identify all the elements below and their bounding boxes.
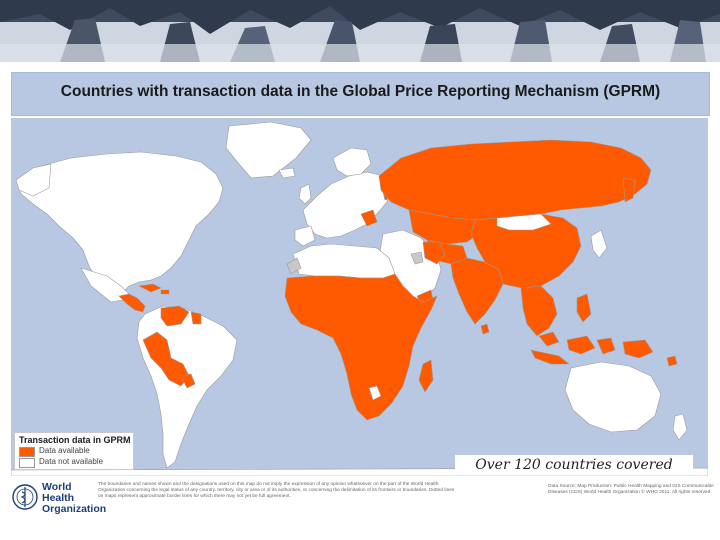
guyana (190, 311, 202, 325)
kamchatka (622, 177, 636, 203)
indonesia-3 (596, 337, 616, 355)
malaysia (538, 331, 560, 347)
legend-swatch-available (19, 447, 35, 457)
greenland (225, 121, 312, 179)
paraguay (180, 373, 196, 389)
indochina (520, 285, 558, 337)
madagascar (418, 359, 434, 393)
north-america (15, 151, 224, 297)
indonesia-2 (566, 335, 596, 355)
alaska (15, 163, 52, 197)
gray-region (410, 251, 424, 265)
mongolia (496, 213, 552, 231)
australia (564, 361, 662, 433)
iberia (294, 225, 316, 247)
who-emblem-icon (12, 484, 38, 510)
uk (298, 183, 312, 205)
who-org-name: World Health Organization (42, 481, 107, 515)
map-title: Countries with transaction data in the G… (60, 83, 661, 100)
balkans-highlight (360, 209, 378, 227)
legend-label-not-available: Data not available (39, 457, 104, 466)
world-map-svg (11, 118, 708, 476)
papua-new-guinea (622, 339, 654, 359)
central-america (118, 293, 146, 313)
south-asia (450, 257, 504, 325)
korea-japan (590, 229, 608, 259)
coverage-caption: Over 120 countries covered (455, 455, 693, 475)
lesotho-white (368, 385, 382, 401)
world-map (11, 118, 708, 476)
banner-image (0, 0, 720, 62)
africa-available (284, 273, 438, 421)
scandinavia (332, 147, 372, 177)
map-source: Data Source: Map Production: Public Heal… (548, 484, 714, 496)
philippines (576, 293, 592, 323)
legend-swatch-not-available (19, 458, 35, 468)
header-photo-banner (0, 0, 720, 62)
map-legend: Transaction data in GPRM Data available … (14, 432, 134, 470)
legend-label-available: Data available (39, 446, 90, 455)
map-disclaimer: The boundaries and names shown and the d… (98, 482, 455, 500)
sri-lanka (480, 323, 490, 335)
western-sahara-gray (286, 257, 302, 275)
footer: World Health Organization The boundaries… (0, 478, 720, 540)
venezuela-colombia (160, 305, 190, 327)
legend-title: Transaction data in GPRM (19, 435, 131, 445)
caribbean-islands-2 (160, 289, 170, 295)
indonesia-1 (530, 349, 570, 365)
caribbean-islands (138, 283, 162, 293)
pacific-islands (666, 355, 678, 367)
map-title-bar: Countries with transaction data in the G… (11, 72, 710, 116)
iran-highlight (422, 241, 446, 265)
new-zealand (672, 413, 688, 441)
iceland (278, 167, 296, 179)
